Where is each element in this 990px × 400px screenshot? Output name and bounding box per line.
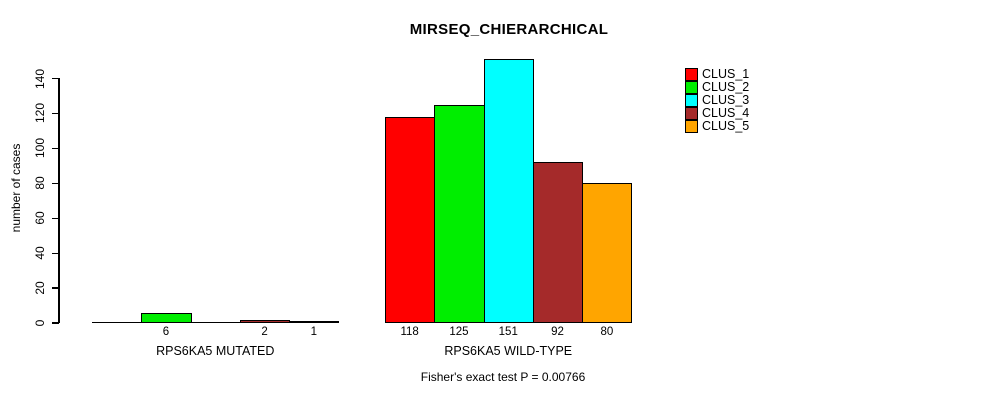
legend-label-clus_4: CLUS_4 — [702, 106, 750, 121]
y-axis-tick-mark — [52, 252, 59, 254]
bar-value-label: 1 — [310, 326, 318, 338]
bar-value-label: 151 — [498, 326, 518, 338]
y-axis-tick-label: 0 — [33, 319, 47, 327]
y-axis-tick-mark — [52, 147, 59, 150]
bar-value-label: 6 — [162, 326, 170, 338]
legend-label-clus_1: CLUS_1 — [702, 66, 750, 81]
y-axis-tick-label: 60 — [33, 211, 47, 225]
bar-clus_2 — [434, 104, 485, 323]
chart-title: MIRSEQ_CHIERARCHICAL — [409, 21, 609, 38]
y-axis-tick-label: 140 — [33, 68, 47, 89]
bar-value-label: 92 — [551, 326, 564, 338]
fisher-test-annotation: Fisher's exact test P = 0.00766 — [420, 370, 586, 384]
legend-label-clus_2: CLUS_2 — [702, 79, 750, 94]
legend-swatch-clus_3 — [685, 93, 698, 107]
y-axis-tick-mark — [52, 322, 59, 324]
bar-clus_1 — [385, 116, 436, 323]
legend-swatch-clus_1 — [685, 67, 698, 81]
y-axis-tick-label: 40 — [33, 246, 47, 260]
bar-value-label: 118 — [400, 326, 419, 338]
x-axis-group-label: RPS6KA5 MUTATED — [156, 344, 275, 358]
legend-label-clus_3: CLUS_3 — [702, 92, 750, 107]
bar-clus_3 — [483, 59, 534, 323]
legend-swatch-clus_5 — [685, 120, 698, 134]
y-axis-tick-label: 120 — [33, 103, 47, 124]
bar-clus_5 — [289, 321, 340, 324]
bar-value-label: 2 — [261, 326, 268, 338]
bar-value-label: 80 — [600, 326, 614, 338]
x-axis-group-label: RPS6KA5 WILD-TYPE — [444, 344, 573, 358]
y-axis-label: number of cases — [9, 143, 23, 233]
y-axis-tick-mark — [52, 77, 59, 80]
y-axis-tick-mark — [52, 287, 59, 289]
bar-clus_4 — [239, 319, 291, 323]
bar-value-label: 125 — [449, 326, 469, 338]
legend-swatch-clus_2 — [685, 80, 698, 94]
legend-swatch-clus_4 — [685, 107, 698, 121]
bar-clus_5 — [582, 183, 633, 323]
y-axis-tick-mark — [52, 112, 59, 115]
y-axis-tick-mark — [52, 217, 59, 219]
y-axis-tick-mark — [52, 182, 59, 184]
y-axis-tick-label: 20 — [33, 281, 47, 295]
y-axis-tick-label: 80 — [33, 176, 47, 190]
bar-clus_2 — [141, 312, 192, 323]
legend-label-clus_5: CLUS_5 — [702, 119, 750, 134]
bar-clus_4 — [532, 162, 584, 323]
group-axis-baseline — [92, 321, 339, 323]
y-axis-line — [58, 78, 60, 323]
y-axis-tick-label: 100 — [33, 138, 47, 159]
